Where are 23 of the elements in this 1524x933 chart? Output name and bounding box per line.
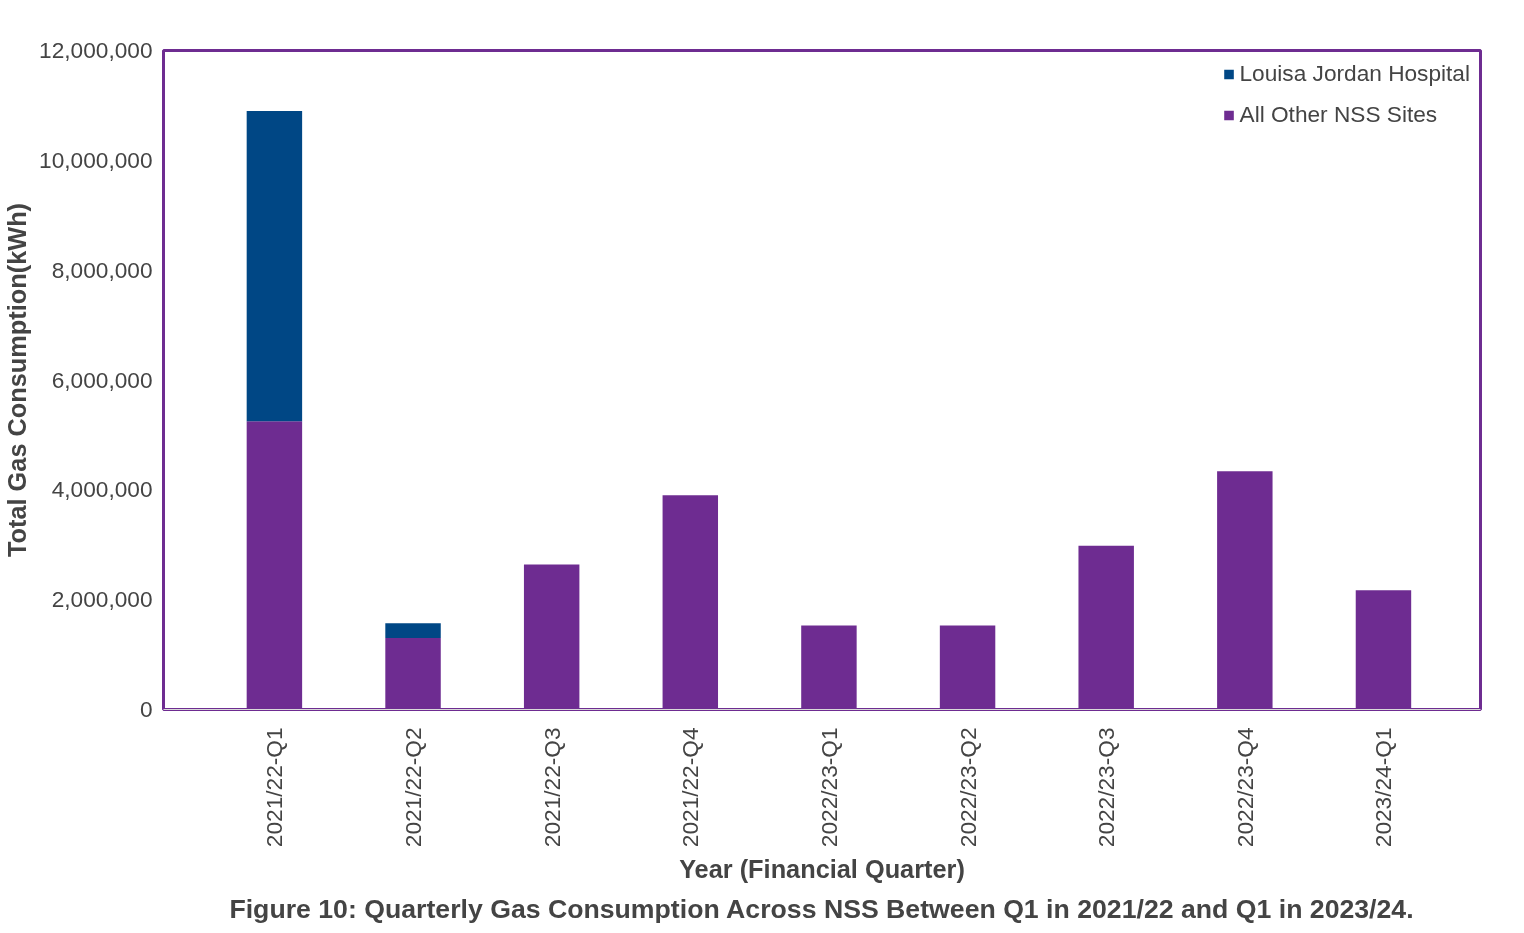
x-tick-label: 2021/22-Q1 [261,727,288,848]
y-tick-label: 12,000,000 [39,37,153,63]
caption: Figure 10: Quarterly Gas Consumption Across NSS Between Q1 in 2021/22 and Q1 in 2023/24. [229,893,1414,924]
y-tick-label: 8,000,000 [51,256,153,283]
bar [246,110,303,422]
x-tick-label: 2022/23-Q1 [815,727,842,848]
y-tick-label: 6,000,000 [51,366,153,393]
x-tick-label: 2021/22-Q2 [400,727,427,848]
y-axis-title: Total Gas Consumption(kWh) [3,202,32,558]
x-axis-title: Year (Financial Quarter) [679,855,965,884]
x-tick-label: 2022/23-Q4 [1231,727,1258,848]
y-tick-label: 10,000,000 [39,146,153,173]
x-tick-label: 2021/22-Q4 [677,727,704,848]
x-tick-label: 2023/24-Q1 [1370,727,1397,848]
x-tick-label: 2022/23-Q3 [1093,727,1120,848]
y-tick-label: 4,000,000 [51,476,153,503]
y-tick-label: 0 [139,696,153,722]
x-tick-label: 2022/23-Q2 [954,727,981,848]
x-tick-label: 2021/22-Q3 [538,727,565,848]
bar [385,623,441,639]
y-tick-label: 2,000,000 [51,586,153,613]
legend-label: Louisa Jordan Hospital [1239,60,1470,87]
legend-label: All Other NSS Sites [1239,101,1438,128]
